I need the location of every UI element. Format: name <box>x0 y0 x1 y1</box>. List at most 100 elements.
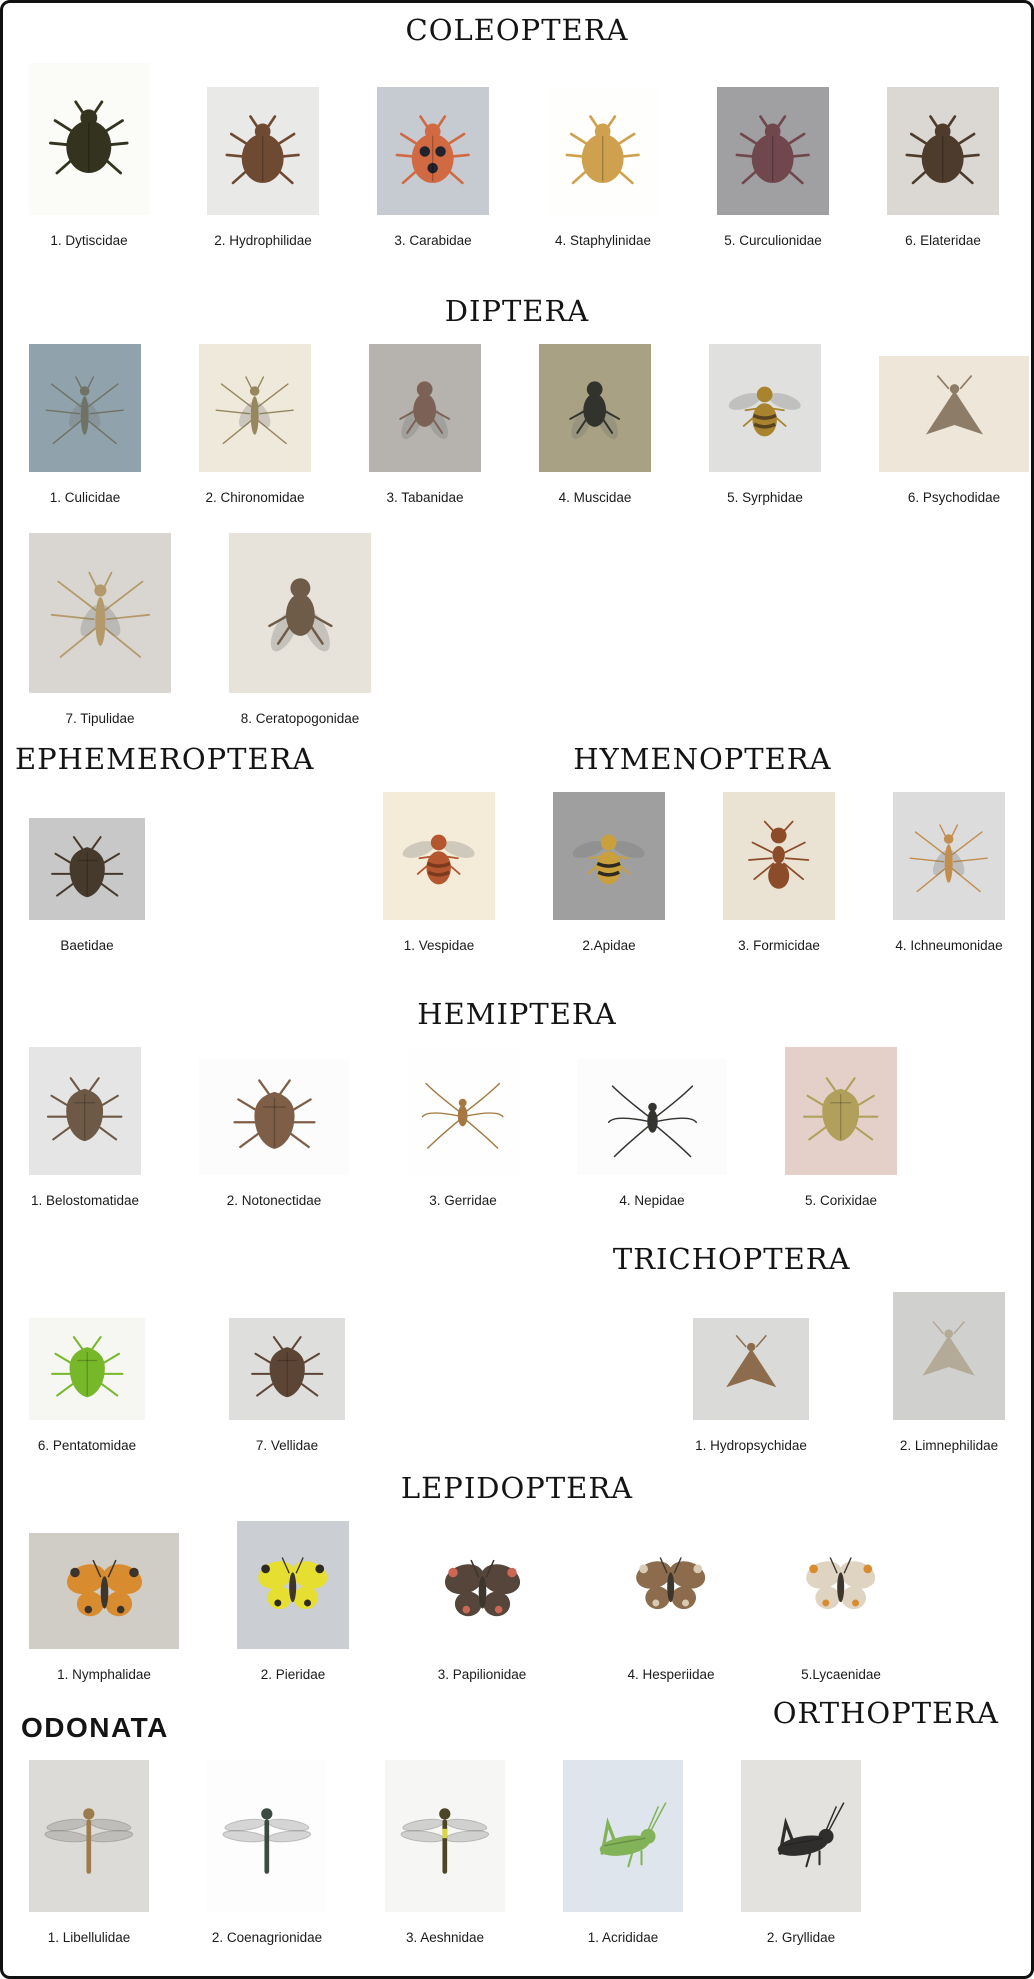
section-odonata-orthoptera: ODONATA ORTHOPTERA 1. Libellulidae 2. Coe… <box>3 1696 1031 1945</box>
family-label-pieridae: 2. Pieridae <box>260 1667 326 1682</box>
butterfly-icon <box>258 1556 328 1609</box>
family-label-psychodidae: 6. Psychodidae <box>907 490 1001 505</box>
title-band: COLEOPTERA <box>29 13 1005 55</box>
photo-group: 7. Tipulidae 8. Ceratopogonidae <box>29 533 371 726</box>
insect-item-baetidae: Baetidae <box>29 818 145 953</box>
slender-icon <box>50 572 150 659</box>
section-hemiptera-trichoptera: TRICHOPTERA 6. Pentatomidae 7. Vellidae … <box>3 1242 1031 1453</box>
order-title-hymenoptera: HYMENOPTERA <box>573 742 832 776</box>
family-label-carabidae: 3. Carabidae <box>394 233 472 248</box>
insect-item-curculionidae: 5. Curculionidae <box>717 87 829 248</box>
order-title-hemiptera: HEMIPTERA <box>417 997 617 1031</box>
bug-icon <box>803 1076 879 1141</box>
strider-icon <box>607 1085 697 1158</box>
slender-icon <box>45 375 125 444</box>
insect-item-ceratopogonidae: 8. Ceratopogonidae <box>229 533 371 726</box>
title-band: HEMIPTERA <box>29 997 1005 1039</box>
grasshopper-icon <box>777 1801 845 1867</box>
dragonfly-icon <box>44 1807 134 1874</box>
photo-chironomidae <box>199 344 311 472</box>
insect-item-carabidae: 3. Carabidae <box>377 87 489 248</box>
insect-item-culicidae: 1. Culicidae <box>29 344 141 505</box>
dragonfly-icon <box>400 1807 490 1874</box>
title-band: LEPIDOPTERA <box>29 1471 1005 1513</box>
beetle-icon <box>49 100 129 175</box>
section-diptera: DIPTERA 1. Culicidae 2. Chironomidae 3. … <box>3 294 1031 726</box>
section-ephemeroptera-hymenoptera: EPHEMEROPTERA HYMENOPTERA Baetidae 1. Ves… <box>3 742 1031 953</box>
photo-ceratopogonidae <box>229 533 371 693</box>
bee-icon <box>402 834 476 884</box>
beetle-icon <box>565 114 641 184</box>
family-label-vespidae: 1. Vespidae <box>403 938 475 953</box>
photo-papilionidae <box>407 1533 557 1649</box>
photo-formicidae <box>723 792 835 920</box>
bug-icon <box>50 836 124 898</box>
photo-group: 1. Dytiscidae 2. Hydrophilidae 3. Carabi… <box>29 63 999 248</box>
photo-hydrophilidae <box>207 87 319 215</box>
butterfly-icon <box>444 1560 520 1617</box>
section-lepidoptera: LEPIDOPTERA 1. Nymphalidae 2. Pieridae 3… <box>3 1471 1031 1682</box>
order-title-odonata: ODONATA <box>21 1712 169 1743</box>
order-title-diptera: DIPTERA <box>444 294 590 328</box>
photo-notonectidae <box>199 1059 349 1175</box>
family-label-tipulidae: 7. Tipulidae <box>65 711 135 726</box>
photo-group: 6. Pentatomidae 7. Vellidae <box>29 1318 345 1453</box>
family-label-coenagrionidae: 2. Coenagrionidae <box>211 1930 323 1945</box>
photo-staphylinidae <box>547 87 659 215</box>
insect-item-notonectidae: 2. Notonectidae <box>199 1059 349 1208</box>
section-hemiptera: HEMIPTERA 1. Belostomatidae 2. Notonecti… <box>3 997 1031 1208</box>
insect-item-tipulidae: 7. Tipulidae <box>29 533 171 726</box>
photo-hesperiidae <box>615 1521 727 1649</box>
photo-syrphidae <box>709 344 821 472</box>
family-label-belostomatidae: 1. Belostomatidae <box>30 1193 140 1208</box>
photo-row: 6. Pentatomidae 7. Vellidae 1. Hydropsyc… <box>29 1292 1005 1453</box>
photo-row: Baetidae 1. Vespidae 2.Apidae 3. Formici… <box>29 792 1005 953</box>
family-label-hydropsychidae: 1. Hydropsychidae <box>695 1438 807 1453</box>
insect-item-syrphidae: 5. Syrphidae <box>709 344 821 505</box>
photo-nepidae <box>577 1059 727 1175</box>
photo-vespidae <box>383 792 495 920</box>
photo-pieridae <box>237 1521 349 1649</box>
photo-row: 1. Nymphalidae 2. Pieridae 3. Papilionid… <box>29 1521 1005 1682</box>
photo-group: 1. Belostomatidae 2. Notonectidae 3. Ger… <box>29 1047 897 1208</box>
photo-gerridae <box>407 1047 519 1175</box>
butterfly-icon <box>636 1556 706 1609</box>
slender-icon <box>215 375 295 444</box>
photo-muscidae <box>539 344 651 472</box>
bug-icon <box>232 1079 316 1150</box>
bug-icon <box>50 1336 124 1398</box>
photo-tipulidae <box>29 533 171 693</box>
photo-libellulidae <box>29 1760 149 1912</box>
insect-item-apidae: 2.Apidae <box>553 792 665 953</box>
ant-icon <box>748 820 810 889</box>
insect-item-papilionidae: 3. Papilionidae <box>407 1533 557 1682</box>
family-label-corixidae: 5. Corixidae <box>804 1193 878 1208</box>
photo-row: 1. Libellulidae 2. Coenagrionidae 3. Aes… <box>29 1760 1005 1945</box>
photo-tabanidae <box>369 344 481 472</box>
photo-nymphalidae <box>29 1533 179 1649</box>
family-label-apidae: 2.Apidae <box>582 938 636 953</box>
insect-item-pieridae: 2. Pieridae <box>237 1521 349 1682</box>
family-label-pentatomidae: 6. Pentatomidae <box>37 1438 137 1453</box>
bee-icon <box>728 386 802 436</box>
title-band: DIPTERA <box>29 294 1005 336</box>
family-label-papilionidae: 3. Papilionidae <box>437 1667 527 1682</box>
insect-item-staphylinidae: 4. Staphylinidae <box>547 87 659 248</box>
photo-elateridae <box>887 87 999 215</box>
family-label-syrphidae: 5. Syrphidae <box>727 490 803 505</box>
butterfly-icon <box>66 1560 142 1617</box>
photo-carabidae <box>377 87 489 215</box>
photo-group: Baetidae <box>29 818 145 953</box>
beetle-icon <box>225 114 301 184</box>
insect-item-nepidae: 4. Nepidae <box>577 1059 727 1208</box>
fly-icon <box>569 380 621 439</box>
title-band: TRICHOPTERA <box>29 1242 1005 1284</box>
moth-icon <box>925 375 983 435</box>
insect-item-corixidae: 5. Corixidae <box>785 1047 897 1208</box>
family-label-libellulidae: 1. Libellulidae <box>47 1930 131 1945</box>
fly-icon <box>267 578 333 652</box>
photo-gryllidae <box>741 1760 861 1912</box>
family-label-hydrophilidae: 2. Hydrophilidae <box>214 233 312 248</box>
insect-item-vellidae: 7. Vellidae <box>229 1318 345 1453</box>
photo-aeshnidae <box>385 1760 505 1912</box>
